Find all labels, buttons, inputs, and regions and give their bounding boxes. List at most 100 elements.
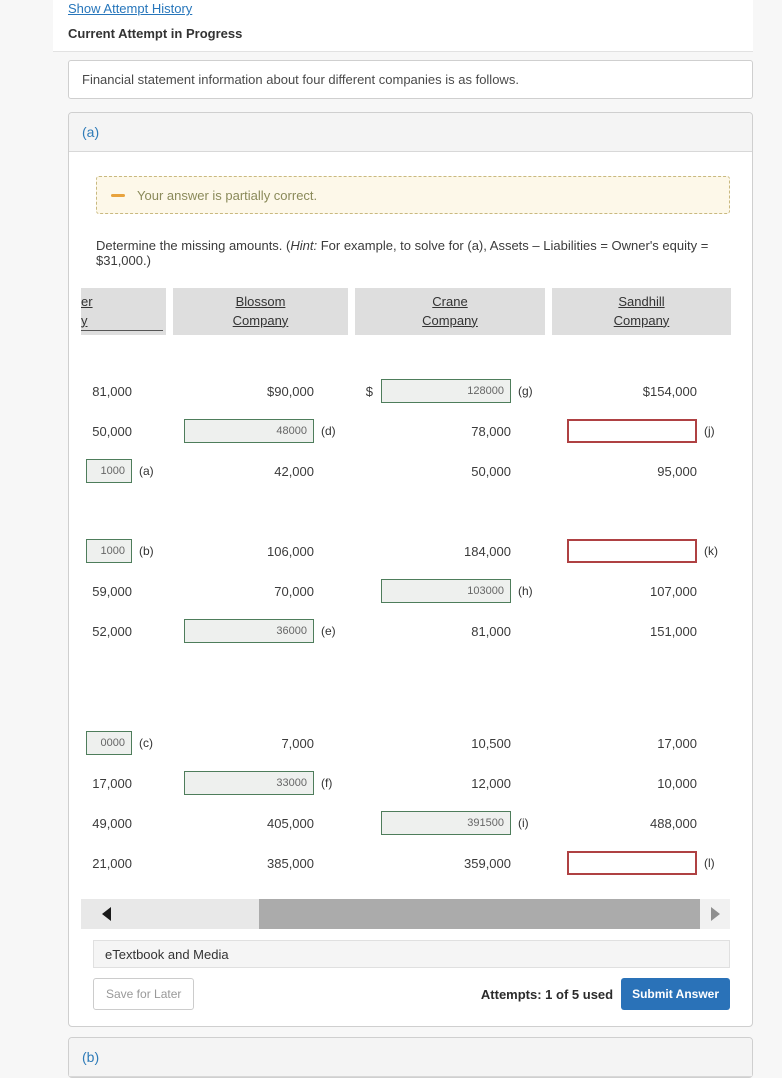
instructions-text: Determine the missing amounts. (Hint: Fo… <box>96 238 730 268</box>
answer-input-e[interactable] <box>184 619 314 643</box>
answer-input-k[interactable] <box>567 539 697 563</box>
column-header-line: Crane <box>432 293 468 309</box>
table-cell: (j) <box>552 411 731 451</box>
answer-footer: Save for Later Attempts: 1 of 5 used Sub… <box>93 978 730 1010</box>
answer-input-l[interactable] <box>567 851 697 875</box>
cell-label: (e) <box>321 624 336 638</box>
table-cell: (c) <box>81 723 166 763</box>
table-cell: 50,000 <box>355 451 545 491</box>
amount-text: 184,000 <box>464 543 511 559</box>
table-cell: 95,000 <box>552 451 731 491</box>
amount-text: 81,000 <box>471 623 511 639</box>
amount-text: 59,000 <box>92 583 132 599</box>
table-cell: 12,000 <box>355 763 545 803</box>
submit-answer-button[interactable]: Submit Answer <box>621 978 730 1010</box>
scrollbar-right-button[interactable] <box>700 899 730 929</box>
answer-input-b[interactable] <box>86 539 132 563</box>
table-cell: 106,000 <box>173 531 348 571</box>
table-cell: (d) <box>173 411 348 451</box>
part-a-body: Your answer is partially correct. Determ… <box>69 152 752 1026</box>
amount-text: 81,000 <box>92 383 132 399</box>
table-row: (c) 7,000 10,500 17,000 <box>81 723 730 763</box>
cell-label: (a) <box>139 464 154 478</box>
amount-text: 106,000 <box>267 543 314 559</box>
amount-text: 95,000 <box>657 463 697 479</box>
table-cell: (a) <box>81 451 166 491</box>
cell-label: (h) <box>518 584 533 598</box>
table-cell: (i) <box>355 803 545 843</box>
dollar-sign: $ <box>365 383 373 399</box>
scroll-left-arrow-icon <box>101 907 111 921</box>
answer-input-g[interactable] <box>381 379 511 403</box>
etextbook-media-bar[interactable]: eTextbook and Media <box>93 940 730 968</box>
table-cell: (k) <box>552 531 731 571</box>
table-cell: 10,000 <box>552 763 731 803</box>
amount-text: 70,000 <box>274 583 314 599</box>
cell-label: (l) <box>704 856 715 870</box>
cell-label: (b) <box>139 544 154 558</box>
answer-input-c[interactable] <box>86 731 132 755</box>
amount-text: $154,000 <box>642 383 697 399</box>
cell-label: (d) <box>321 424 336 438</box>
etextbook-media-label: eTextbook and Media <box>105 946 229 962</box>
hint-prefix: Determine the missing amounts. ( <box>96 238 291 253</box>
table-row: 81,000 $90,000 $ (g) $154,000 <box>81 371 730 411</box>
amount-text: 10,500 <box>471 735 511 751</box>
answer-input-d[interactable] <box>184 419 314 443</box>
amount-text: 359,000 <box>464 855 511 871</box>
scrollbar-left-button[interactable] <box>81 899 131 929</box>
table-cell: 70,000 <box>173 571 348 611</box>
amount-text: 17,000 <box>657 735 697 751</box>
table-cell: 50,000 <box>81 411 166 451</box>
table-cell: 21,000 <box>81 843 166 883</box>
table-cell: 78,000 <box>355 411 545 451</box>
table-cell: $154,000 <box>552 371 731 411</box>
table-row: 50,000 (d) 78,000 (j) <box>81 411 730 451</box>
scroll-right-arrow-icon <box>710 907 720 921</box>
table-row: 49,000 405,000 (i) 488,000 <box>81 803 730 843</box>
part-b-header[interactable]: (b) <box>69 1038 752 1077</box>
table-cell: 81,000 <box>81 371 166 411</box>
amount-text: 52,000 <box>92 623 132 639</box>
table-cell: 359,000 <box>355 843 545 883</box>
partial-correct-banner: Your answer is partially correct. <box>96 176 730 214</box>
amount-text: 50,000 <box>471 463 511 479</box>
column-header-line: er <box>81 293 93 309</box>
amount-text: 49,000 <box>92 815 132 831</box>
part-a-header[interactable]: (a) <box>69 113 752 152</box>
answer-input-a[interactable] <box>86 459 132 483</box>
page-content: Show Attempt History Current Attempt in … <box>53 0 753 1078</box>
save-for-later-button[interactable]: Save for Later <box>93 978 195 1010</box>
amount-text: 12,000 <box>471 775 511 791</box>
horizontal-scrollbar[interactable] <box>81 899 730 929</box>
table-row: (b) 106,000 184,000 (k) <box>81 531 730 571</box>
answer-input-i[interactable] <box>381 811 511 835</box>
question-intro-box: Financial statement information about fo… <box>68 60 753 99</box>
column-header-line: Sandhill <box>618 293 665 309</box>
show-attempt-history-link[interactable]: Show Attempt History <box>68 1 193 16</box>
amount-text: 17,000 <box>92 775 132 791</box>
cell-label: (k) <box>704 544 718 558</box>
answer-input-f[interactable] <box>184 771 314 795</box>
table-cell: (h) <box>355 571 545 611</box>
cell-label: (f) <box>321 776 333 790</box>
hint-suffix: For example, to solve for (a), Assets – … <box>96 238 709 268</box>
table-body: 81,000 $90,000 $ (g) $154,000 50,000 (d) 78,000… <box>81 371 730 883</box>
amount-text: 151,000 <box>650 623 697 639</box>
table-cell: 107,000 <box>552 571 731 611</box>
table-cell: (e) <box>173 611 348 651</box>
table-cell: (f) <box>173 763 348 803</box>
table-cell: 59,000 <box>81 571 166 611</box>
footer-right-group: Attempts: 1 of 5 used Submit Answer <box>481 978 730 1010</box>
column-header-line: Company <box>422 312 478 328</box>
table-cell: (b) <box>81 531 166 571</box>
amount-text: 385,000 <box>267 855 314 871</box>
answer-input-j[interactable] <box>567 419 697 443</box>
amount-text: 405,000 <box>267 815 314 831</box>
column-header-line: y <box>81 312 88 328</box>
scrollbar-thumb[interactable] <box>259 899 701 929</box>
table-header: er y Blossom Company Crane Company Sandh… <box>81 288 731 335</box>
answer-input-h[interactable] <box>381 579 511 603</box>
column-header-blossom: Blossom Company <box>173 288 348 335</box>
amount-text: 107,000 <box>650 583 697 599</box>
